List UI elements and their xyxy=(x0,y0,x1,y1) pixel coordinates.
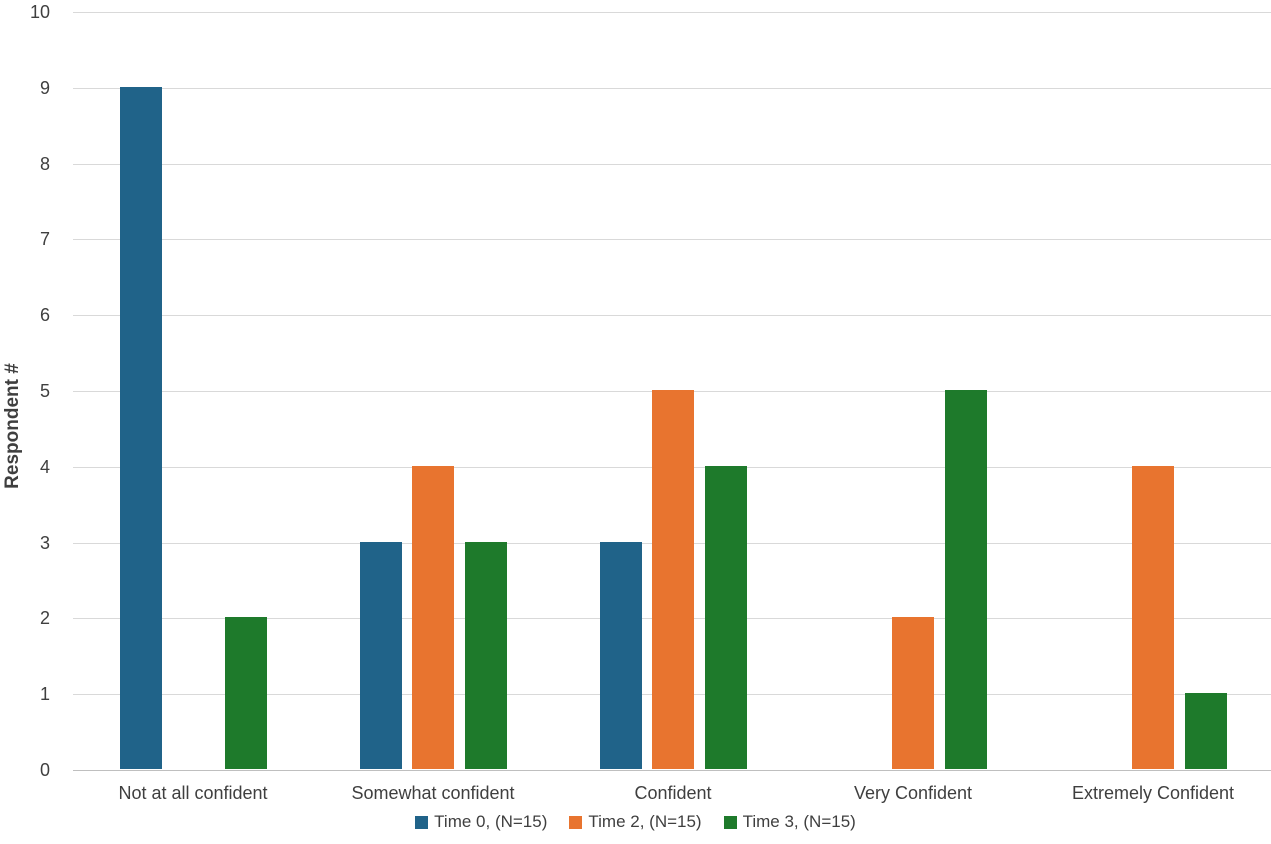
x-tick-label: Somewhat confident xyxy=(351,783,515,803)
chart-legend: Time 0, (N=15) Time 2, (N=15) Time 3, (N=1… xyxy=(0,812,1271,832)
bar-series1-cat4 xyxy=(1132,465,1174,769)
bar-series2-cat4 xyxy=(1184,693,1227,769)
legend-label: Time 0, (N=15) xyxy=(434,812,548,831)
legend-swatch-icon xyxy=(569,815,583,829)
bar-series0-cat1 xyxy=(359,541,402,769)
legend-swatch-icon xyxy=(415,815,429,829)
gridline xyxy=(73,87,1271,89)
bar-series1-cat2 xyxy=(652,390,694,769)
bar-series2-cat3 xyxy=(944,390,987,769)
x-tick-label: Not at all confident xyxy=(118,783,268,803)
y-axis-title: Respondent # xyxy=(2,363,23,489)
y-tick-label: 9 xyxy=(39,77,50,98)
y-tick-label: 6 xyxy=(39,305,50,326)
legend-label: Time 2, (N=15) xyxy=(588,812,702,831)
gridline xyxy=(73,770,1271,771)
bar-series2-cat0 xyxy=(224,617,267,769)
legend-swatch-icon xyxy=(723,815,737,829)
y-tick-label: 5 xyxy=(39,381,50,401)
plot-area xyxy=(73,12,1271,771)
bar-series0-cat2 xyxy=(599,541,642,769)
legend-item-series2: Time 3, (N=15) xyxy=(723,812,856,832)
gridline xyxy=(73,163,1271,165)
y-tick-label: 7 xyxy=(39,229,50,250)
x-tick-label: Very Confident xyxy=(853,783,973,803)
legend-item-series1: Time 2, (N=15) xyxy=(569,812,702,832)
gridline xyxy=(73,239,1271,241)
y-tick-label: 4 xyxy=(39,456,50,477)
x-tick-label: Confident xyxy=(634,783,712,803)
x-tick-label: Extremely Confident xyxy=(1071,783,1235,803)
bar-series2-cat1 xyxy=(464,541,507,769)
y-tick-label: 3 xyxy=(39,532,50,553)
legend-label: Time 3, (N=15) xyxy=(742,812,856,831)
bar-series1-cat1 xyxy=(412,465,454,769)
gridline xyxy=(73,12,1271,13)
bar-series0-cat0 xyxy=(119,86,162,769)
y-tick-label: 1 xyxy=(39,684,50,705)
y-tick-label: 2 xyxy=(39,608,50,629)
bar-series2-cat2 xyxy=(704,465,747,769)
y-tick-label: 8 xyxy=(39,153,50,174)
legend-item-series0: Time 0, (N=15) xyxy=(415,812,547,832)
y-tick-label: 0 xyxy=(39,760,50,780)
y-tick-label: 10 xyxy=(29,2,50,22)
gridline xyxy=(73,315,1271,317)
bar-series1-cat3 xyxy=(892,617,934,769)
